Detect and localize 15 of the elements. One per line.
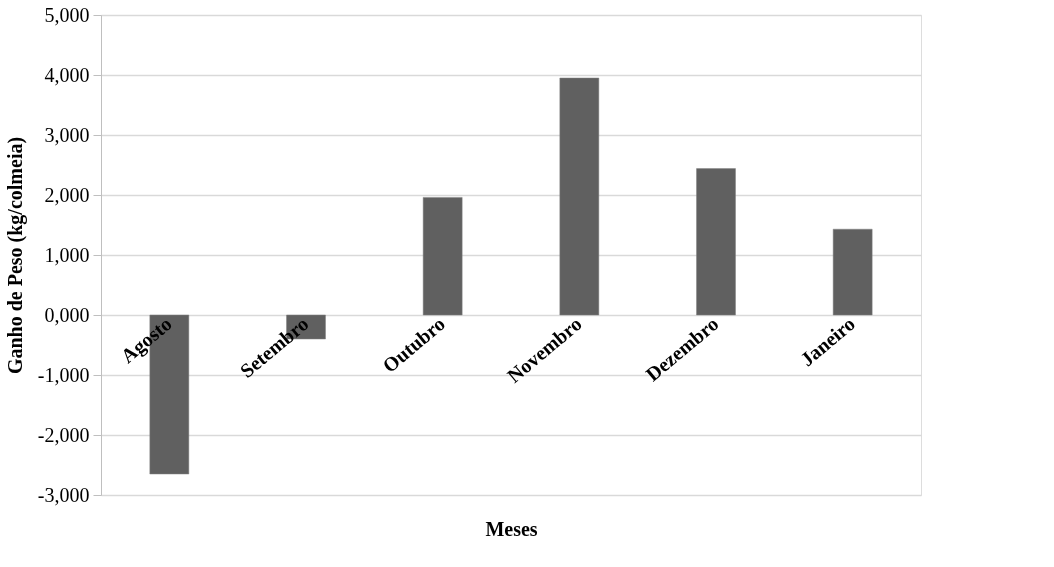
y-tick-label: 5,000 [44,3,90,26]
bar [422,197,463,316]
x-axis-title: Meses [485,517,538,540]
y-tick-label: 4,000 [44,63,90,86]
y-tick-label: -1,000 [37,363,90,386]
y-tick-label: -2,000 [37,423,90,446]
y-tick-label: 0,000 [44,303,90,326]
y-tick-label: 2,000 [44,183,90,206]
y-axis-title: Ganho de Peso (kg/colmeia) [3,136,27,375]
bar [559,77,600,316]
y-tick-label: 1,000 [44,243,90,266]
bar [696,168,736,316]
y-tick-label: 3,000 [44,123,90,146]
bar [832,228,873,316]
y-tick-label: -3,000 [37,483,90,506]
